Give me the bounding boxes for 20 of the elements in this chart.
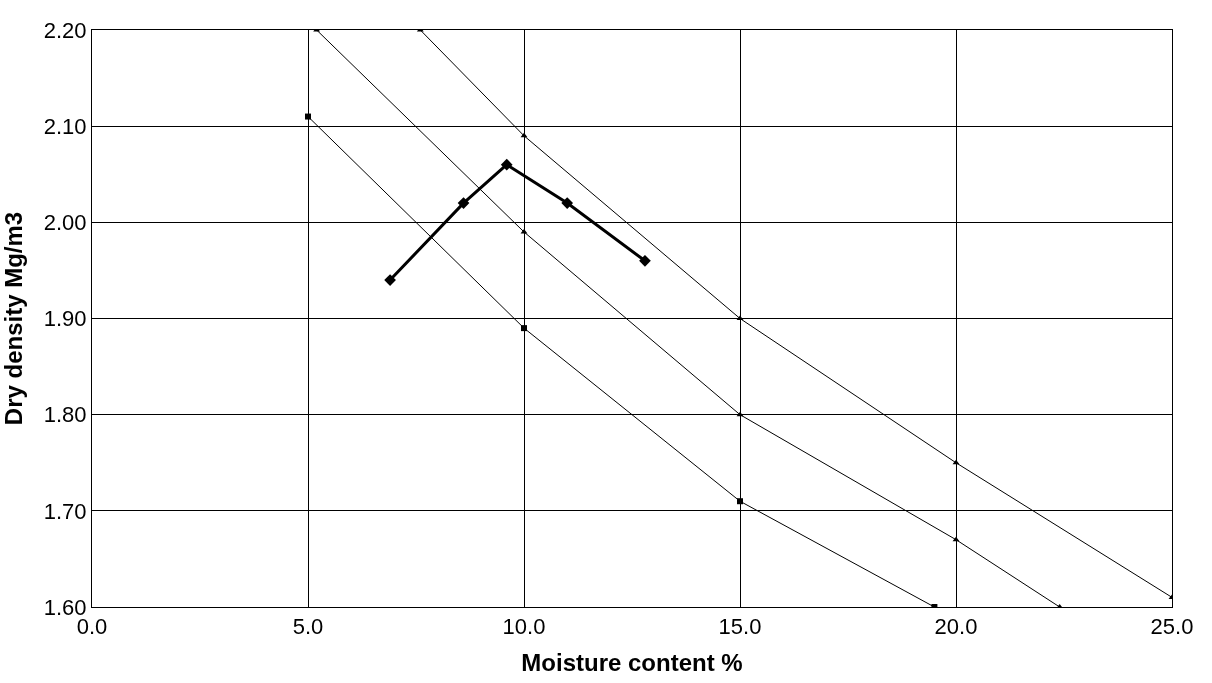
y-tick-label: 2.00 [43, 210, 87, 236]
y-tick-label: 1.70 [43, 498, 87, 524]
x-tick-label: 10.0 [502, 614, 546, 640]
y-tick-label: 2.20 [43, 17, 87, 43]
y-tick-label: 2.10 [43, 113, 87, 139]
point [639, 254, 651, 267]
point [737, 498, 743, 505]
x-tick-label: 20.0 [934, 614, 978, 640]
y-axis-title: Dry density Mg/m3 [0, 211, 27, 426]
point [305, 113, 311, 120]
x-tick-label: 5.0 [292, 614, 324, 640]
point [561, 197, 574, 209]
point [500, 158, 513, 171]
x-tick-label: 15.0 [718, 614, 762, 640]
point [457, 197, 470, 209]
point [521, 325, 527, 332]
y-tick-label: 1.80 [43, 402, 87, 428]
x-axis-title: Moisture content % [521, 648, 743, 676]
y-tick-label: 1.90 [43, 306, 87, 332]
x-tick-label: 25.0 [1150, 614, 1194, 640]
